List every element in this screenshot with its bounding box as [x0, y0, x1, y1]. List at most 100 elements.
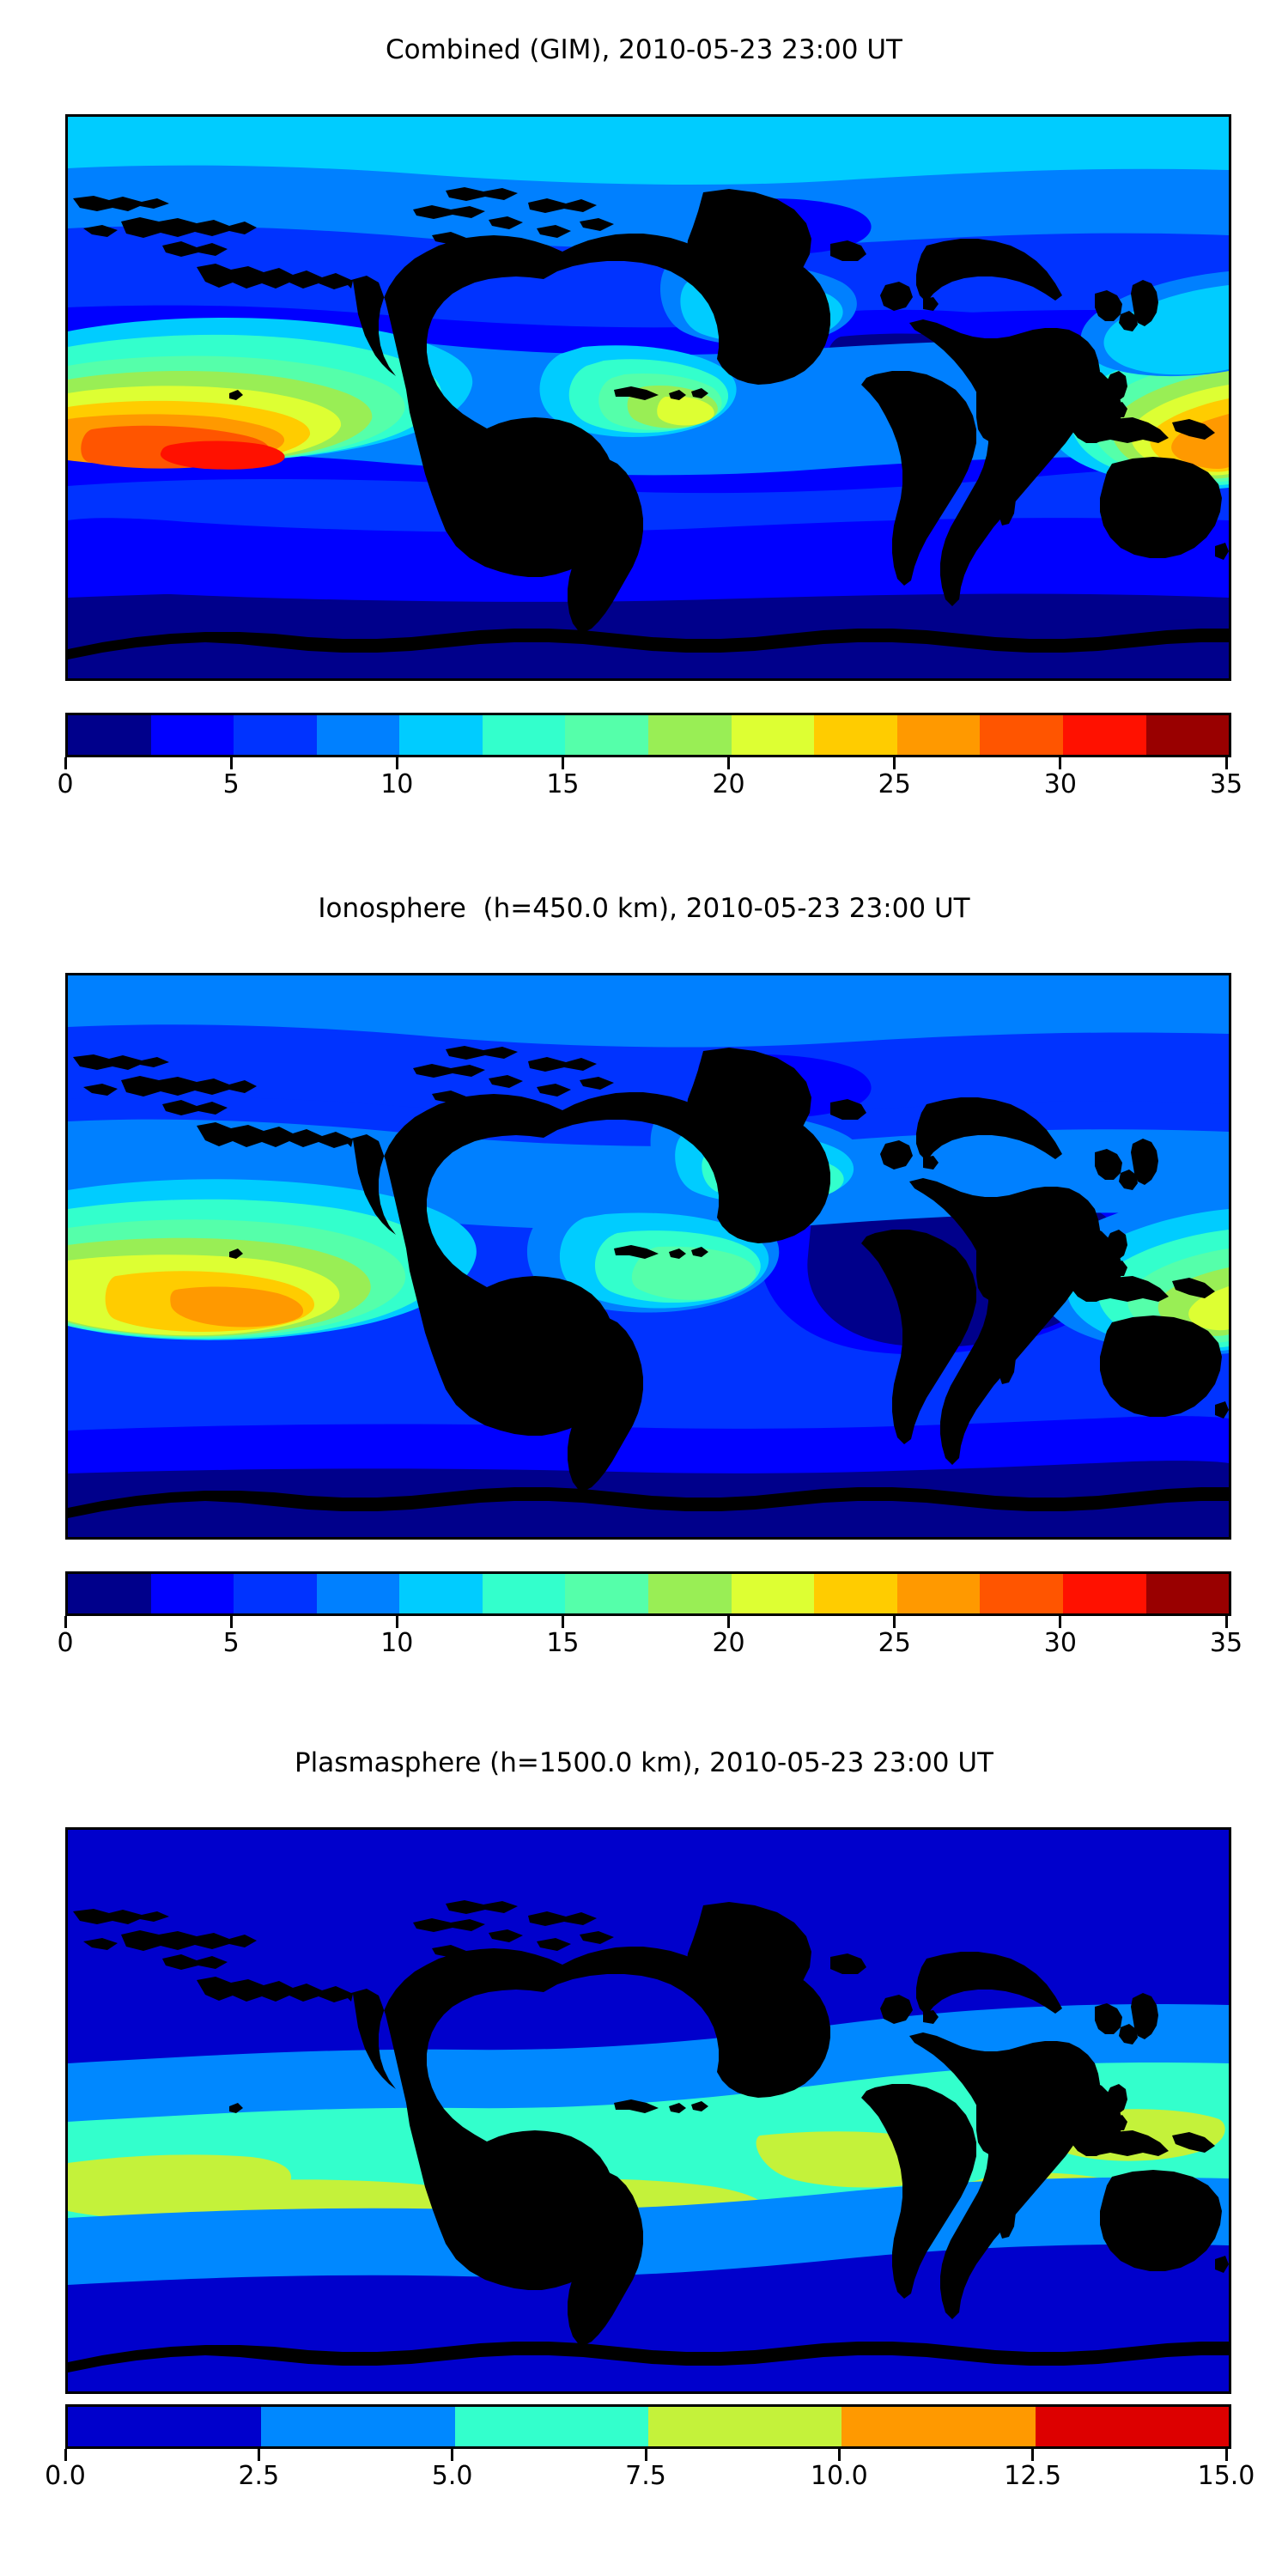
colorbar-ionosphere: 0 5 10 15 20 25 30 35	[57, 1571, 1242, 1664]
colorbar-band	[648, 715, 732, 755]
colorbar-tick	[229, 757, 233, 769]
colorbar-band	[1035, 2407, 1229, 2446]
colorbar-band	[68, 715, 151, 755]
colorbar-tick-label: 20	[712, 769, 745, 799]
colorbar-tick-label: 2.5	[238, 2461, 280, 2491]
colorbar-tick	[1224, 1616, 1228, 1628]
colorbar-band	[68, 2407, 262, 2446]
panel-title-ionosphere: Ionosphere (h=450.0 km), 2010-05-23 23:0…	[318, 893, 970, 924]
colorbar-band	[980, 715, 1063, 755]
colorbar-tick-label: 15	[546, 1628, 580, 1658]
colorbar-tick	[64, 1616, 67, 1628]
colorbar-plasmasphere: 0.0 2.5 5.0 7.5 10.0 12.5 15.0	[45, 2404, 1255, 2497]
colorbar-band	[565, 1574, 649, 1613]
colorbar-tick-label: 35	[1209, 1628, 1243, 1658]
colorbar-tick	[1059, 1616, 1062, 1628]
map-ionosphere	[65, 973, 1231, 1540]
colorbar-band	[565, 715, 649, 755]
colorbar-band	[648, 1574, 732, 1613]
colorbar-band	[150, 715, 234, 755]
colorbar-tick	[1224, 757, 1228, 769]
colorbar-tick	[644, 2449, 647, 2461]
panel-ionosphere: Ionosphere (h=450.0 km), 2010-05-23 23:0…	[0, 893, 1288, 924]
colorbar-tick	[1031, 2449, 1035, 2461]
map-plasmasphere	[65, 1827, 1231, 2394]
colorbar-bands-ionosphere	[65, 1571, 1231, 1616]
colorbar-tick	[64, 2449, 67, 2461]
colorbar-band	[234, 1574, 317, 1613]
colorbar-band	[814, 715, 897, 755]
colorbar-tick	[893, 1616, 896, 1628]
colorbar-labels-combined: 0 5 10 15 20 25 30 35	[57, 769, 1242, 805]
colorbar-band	[482, 1574, 566, 1613]
colorbar-band	[261, 2407, 455, 2446]
colorbar-band	[814, 1574, 897, 1613]
colorbar-band	[841, 2407, 1036, 2446]
colorbar-band	[399, 715, 483, 755]
colorbar-tick-label: 0	[57, 769, 74, 799]
colorbar-band	[1062, 715, 1146, 755]
colorbar-tick	[257, 2449, 260, 2461]
colorbar-tick-label: 5.0	[431, 2461, 473, 2491]
colorbar-band	[150, 1574, 234, 1613]
colorbar-tick	[561, 757, 564, 769]
colorbar-band	[234, 715, 317, 755]
colorbar-tick-label: 35	[1209, 769, 1243, 799]
map-combined-gim	[65, 114, 1231, 681]
colorbar-band	[482, 715, 566, 755]
colorbar-band	[980, 1574, 1063, 1613]
contour-field-ionosphere	[68, 975, 1229, 1537]
colorbar-tick-label: 30	[1043, 769, 1077, 799]
panel-title-plasmasphere: Plasmasphere (h=1500.0 km), 2010-05-23 2…	[294, 1747, 993, 1778]
colorbar-band	[1145, 715, 1230, 755]
colorbar-tick-label: 25	[878, 769, 911, 799]
colorbar-labels-plasmasphere: 0.0 2.5 5.0 7.5 10.0 12.5 15.0	[45, 2461, 1255, 2497]
colorbar-band	[68, 1574, 151, 1613]
colorbar-tick	[561, 1616, 564, 1628]
colorbar-tick-label: 10	[380, 1628, 414, 1658]
colorbar-tick	[837, 2449, 841, 2461]
colorbar-tick-label: 7.5	[625, 2461, 666, 2491]
panel-combined: Combined (GIM), 2010-05-23 23:00 UT	[0, 34, 1288, 65]
colorbar-tick	[727, 757, 731, 769]
colorbar-tick-label: 30	[1043, 1628, 1077, 1658]
colorbar-band	[647, 2407, 842, 2446]
colorbar-tick	[1059, 757, 1062, 769]
colorbar-tick	[727, 1616, 731, 1628]
panel-title-combined: Combined (GIM), 2010-05-23 23:00 UT	[386, 34, 902, 65]
colorbar-bands-combined	[65, 713, 1231, 757]
colorbar-tick	[1224, 2449, 1228, 2461]
colorbar-tick-label: 10.0	[810, 2461, 868, 2491]
colorbar-tick	[229, 1616, 233, 1628]
colorbar-labels-ionosphere: 0 5 10 15 20 25 30 35	[57, 1628, 1242, 1664]
colorbar-tick-label: 20	[712, 1628, 745, 1658]
colorbar-combined: 0 5 10 15 20 25 30 35	[57, 713, 1242, 805]
colorbar-tick	[395, 757, 398, 769]
colorbar-band	[316, 715, 400, 755]
colorbar-tick-label: 10	[380, 769, 414, 799]
colorbar-tick	[395, 1616, 398, 1628]
colorbar-ticks-plasmasphere	[63, 2449, 1229, 2461]
colorbar-tick	[451, 2449, 454, 2461]
colorbar-band	[1062, 1574, 1146, 1613]
colorbar-band	[399, 1574, 483, 1613]
colorbar-ticks-ionosphere	[63, 1616, 1229, 1628]
colorbar-tick-label: 5	[222, 769, 240, 799]
colorbar-band	[896, 1574, 981, 1613]
colorbar-tick-label: 5	[222, 1628, 240, 1658]
panel-plasmasphere: Plasmasphere (h=1500.0 km), 2010-05-23 2…	[0, 1747, 1288, 1778]
colorbar-tick-label: 25	[878, 1628, 911, 1658]
colorbar-band	[896, 715, 981, 755]
colorbar-ticks-combined	[63, 757, 1229, 769]
colorbar-tick	[893, 757, 896, 769]
colorbar-tick-label: 0	[57, 1628, 74, 1658]
colorbar-tick-label: 0.0	[45, 2461, 86, 2491]
colorbar-band	[1145, 1574, 1230, 1613]
colorbar-tick-label: 15.0	[1197, 2461, 1255, 2491]
colorbar-band	[454, 2407, 648, 2446]
colorbar-band	[731, 1574, 815, 1613]
colorbar-band	[731, 715, 815, 755]
colorbar-tick-label: 12.5	[1004, 2461, 1062, 2491]
colorbar-band	[316, 1574, 400, 1613]
